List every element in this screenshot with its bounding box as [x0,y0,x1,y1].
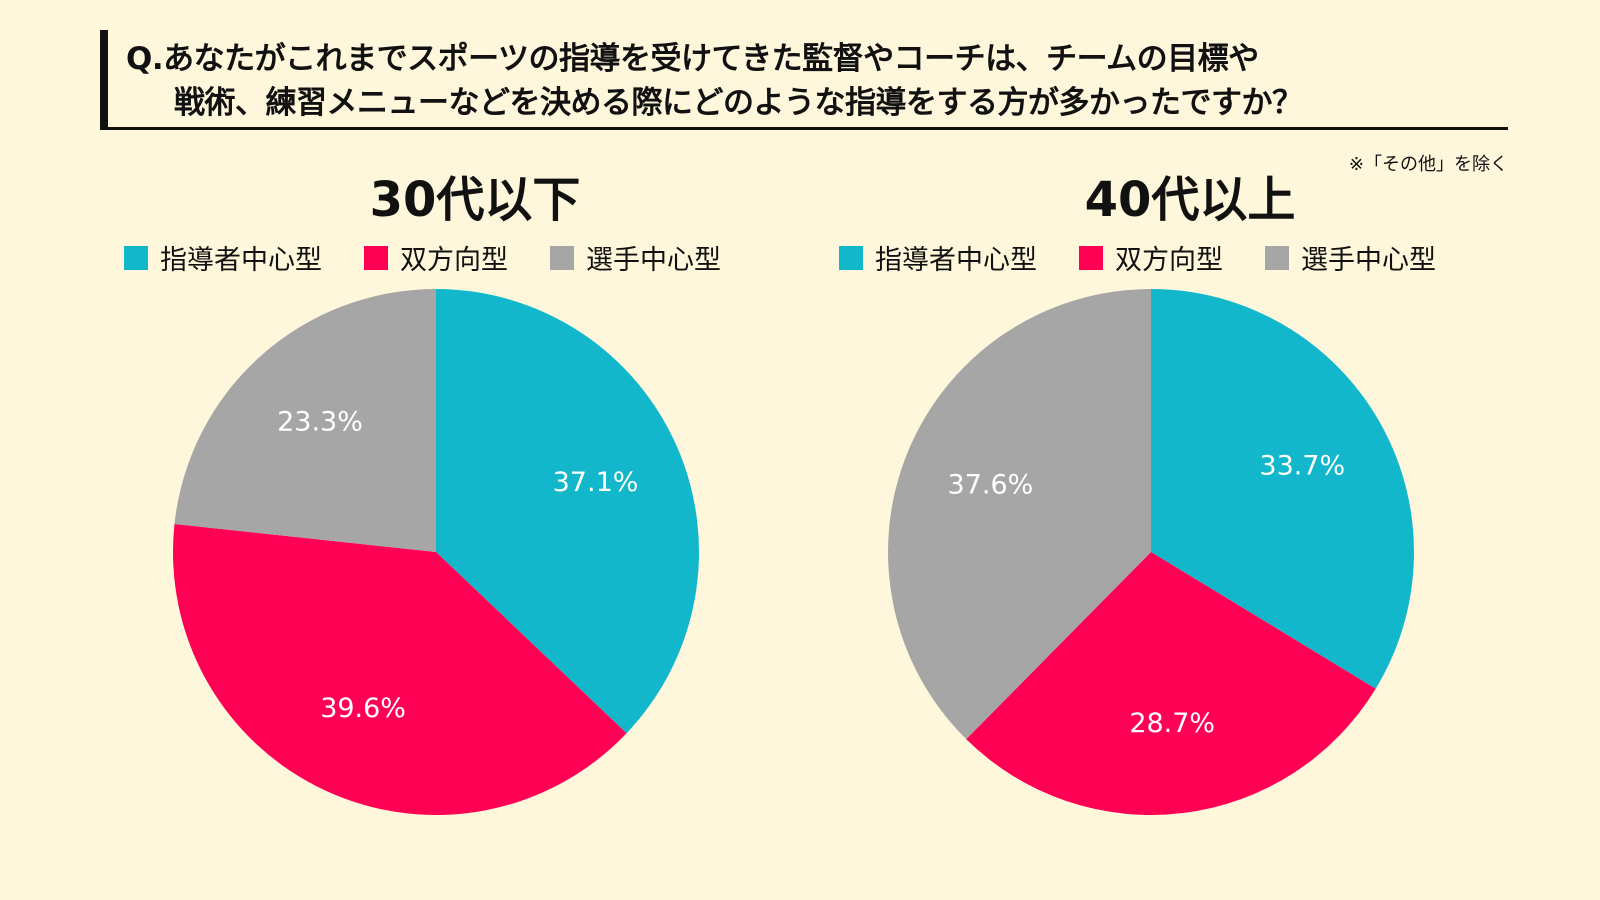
legend-swatch [1079,245,1103,270]
slice-label-player-centered: 37.6% [948,470,1034,501]
slice-label-player-centered: 23.3% [277,406,363,437]
legend-swatch [1265,245,1289,270]
chart-title: 40代以上 [1084,172,1296,228]
legend-label: 双方向型 [1115,245,1223,276]
legend-item-leader-centered: 指導者中心型 [839,238,1037,277]
legend-label: 指導者中心型 [160,245,322,276]
exclusion-note: ※「その他」を除く [1348,154,1508,175]
legend-label: 選手中心型 [1301,245,1436,276]
legend-item-two-way: 双方向型 [1079,238,1223,277]
legend: 指導者中心型 双方向型 選手中心型 [124,238,721,277]
question-header: Q.あなたがこれまでスポーツの指導を受けてきた監督やコーチは、チームの目標や 戦… [100,30,1508,130]
legend-label: 双方向型 [400,245,508,276]
slice-label-two-way: 28.7% [1129,708,1215,739]
pie-slice-two-way [966,552,1376,816]
chart-panel-under-30s: 30代以下 指導者中心型 双方向型 選手中心型 37.1% 39.6% 23.3% [110,170,870,870]
pie-slice-player-centered [174,289,436,552]
chart-title: 30代以下 [369,172,581,228]
legend-label: 選手中心型 [586,245,721,276]
pie-chart: 33.7% 28.7% 37.6% [888,289,1414,816]
legend-item-two-way: 双方向型 [364,238,508,277]
legend-swatch [550,245,574,270]
pie-slice-leader-centered [1151,289,1414,689]
slice-label-two-way: 39.6% [320,693,406,724]
legend-item-leader-centered: 指導者中心型 [124,238,322,277]
slice-label-leader-centered: 33.7% [1259,450,1345,481]
legend-swatch [124,245,148,270]
slice-label-leader-centered: 37.1% [553,467,639,498]
legend-item-player-centered: 選手中心型 [1265,238,1436,277]
legend: 指導者中心型 双方向型 選手中心型 [839,238,1436,277]
legend-label: 指導者中心型 [875,245,1037,276]
legend-swatch [839,245,863,270]
legend-item-player-centered: 選手中心型 [550,238,721,277]
pie-slice-two-way [173,523,627,816]
question-line-1: Q.あなたがこれまでスポーツの指導を受けてきた監督やコーチは、チームの目標や [126,41,1259,77]
chart-panel-over-40s: 40代以上 指導者中心型 双方向型 選手中心型 33.7% 28.7% 37.6% [825,170,1585,870]
pie-slice-leader-centered [436,289,700,734]
legend-swatch [364,245,388,270]
pie-slice-player-centered [888,289,1151,740]
question-line-2: 戦術、練習メニューなどを決める際にどのような指導をする方が多かったですか？ [174,85,1303,121]
pie-chart: 37.1% 39.6% 23.3% [173,289,700,816]
